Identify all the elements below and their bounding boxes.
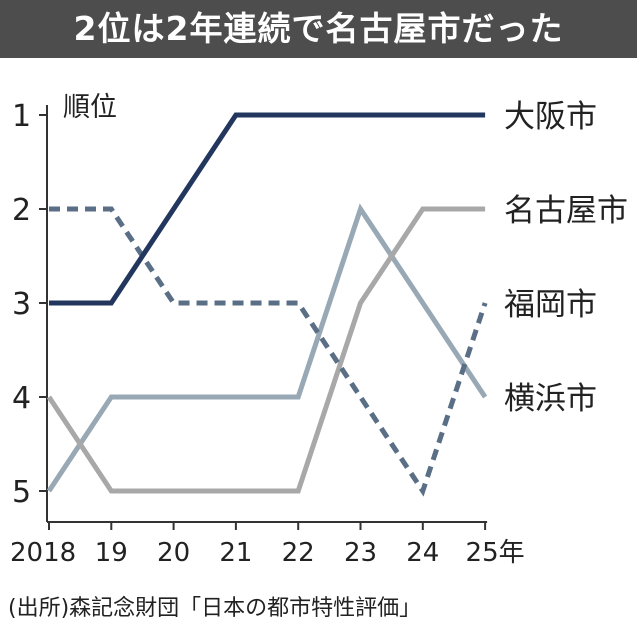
series-label: 大阪市: [504, 99, 597, 135]
x-tick-label: 22: [282, 538, 315, 568]
series-label: 横浜市: [504, 381, 597, 417]
source-note: (出所)森記念財団「日本の都市特性評価」: [8, 596, 422, 621]
y-tick-label: 5: [12, 475, 31, 510]
series-layer: [46, 112, 488, 497]
x-tick-label: 2018: [10, 538, 76, 568]
y-tick-label: 2: [12, 193, 31, 228]
series-line: [49, 206, 488, 497]
series-label: 名古屋市: [504, 193, 628, 229]
series-line: [46, 203, 488, 493]
series-label: 福岡市: [504, 287, 597, 323]
x-tick-label: 24: [406, 538, 439, 568]
x-tick-label: 25年: [466, 538, 525, 568]
y-tick-label: 4: [12, 381, 31, 416]
y-tick-label: 3: [12, 287, 31, 322]
x-tick-label: 23: [344, 538, 377, 568]
series-line: [49, 112, 486, 306]
x-tick-label: 19: [95, 538, 128, 568]
series-line: [46, 206, 486, 494]
x-tick-label: 20: [157, 538, 190, 568]
chart-title: 2位は2年連続で名古屋市だった: [0, 0, 637, 58]
y-tick-label: 1: [12, 99, 31, 134]
x-tick-label: 21: [219, 538, 252, 568]
y-axis-title: 順位: [63, 92, 117, 123]
